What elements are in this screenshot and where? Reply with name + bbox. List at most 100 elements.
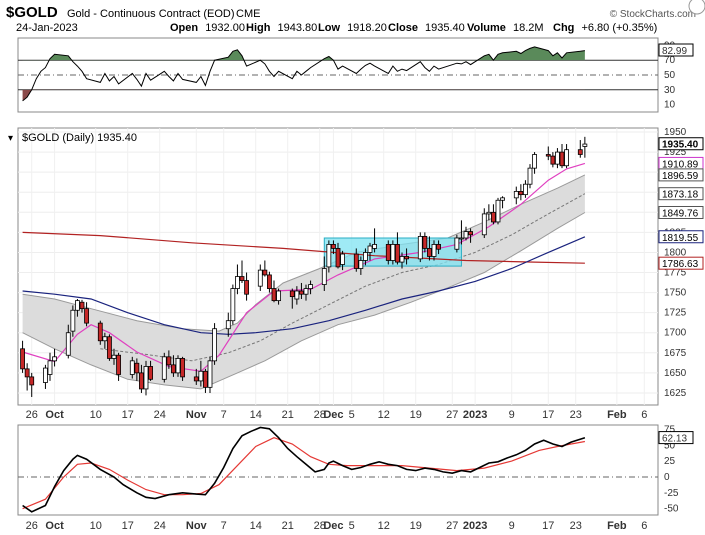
candle bbox=[481, 208, 487, 238]
candle-body-down bbox=[289, 290, 295, 298]
candle bbox=[52, 348, 57, 367]
volume-value: 18.2M bbox=[513, 22, 544, 34]
x-tick-label: 6 bbox=[641, 409, 647, 421]
candle bbox=[43, 364, 48, 389]
x-tick-label: 2023 bbox=[463, 409, 487, 421]
candle-body-down bbox=[335, 248, 341, 268]
macd-last-value: 62.13 bbox=[662, 434, 687, 445]
candle bbox=[491, 204, 496, 225]
candle-body-up bbox=[207, 360, 213, 388]
candle-body-down bbox=[107, 336, 112, 359]
candle bbox=[257, 264, 263, 291]
instrument-name: Gold - Continuous Contract (EOD) bbox=[67, 8, 235, 20]
candle-body-down bbox=[468, 231, 473, 236]
x-tick-label: 12 bbox=[378, 409, 390, 421]
candle bbox=[404, 248, 409, 265]
candle-body-up bbox=[532, 154, 537, 169]
x-tick-label: 26 bbox=[26, 520, 38, 532]
candle bbox=[500, 196, 505, 209]
candle bbox=[331, 240, 336, 255]
rsi-tick-label: 30 bbox=[664, 85, 676, 96]
candle bbox=[29, 372, 35, 397]
x-tick-label: 27 bbox=[446, 409, 458, 421]
candle-body-up bbox=[102, 336, 108, 342]
candle bbox=[459, 220, 464, 245]
candle bbox=[463, 226, 469, 241]
candle-body-up bbox=[367, 245, 373, 253]
x-tick-label: 23 bbox=[570, 520, 582, 532]
candle-body-up bbox=[230, 288, 236, 322]
candle bbox=[340, 250, 345, 271]
candle-body-up bbox=[513, 191, 519, 199]
candle bbox=[148, 360, 153, 381]
candle-body-up bbox=[390, 244, 396, 261]
candle-body-down bbox=[404, 256, 409, 260]
candle bbox=[353, 248, 359, 272]
low-value: 1918.20 bbox=[347, 22, 387, 34]
close-stat: Close 1935.40 bbox=[388, 22, 465, 34]
candle bbox=[107, 334, 112, 361]
x-tick-label: Oct bbox=[45, 520, 64, 532]
close-value: 1935.40 bbox=[425, 22, 465, 34]
candle-body-up bbox=[276, 290, 281, 302]
candle-body-up bbox=[399, 256, 405, 263]
candle bbox=[193, 368, 199, 385]
price-tick-label: 1775 bbox=[664, 268, 687, 279]
x-tick-label: 6 bbox=[641, 520, 647, 532]
x-tick-label: Dec bbox=[323, 409, 343, 421]
candle-body-down bbox=[180, 358, 185, 378]
candle-body-up bbox=[70, 309, 76, 332]
candle-body-up bbox=[454, 237, 460, 250]
candle-body-down bbox=[97, 322, 103, 342]
candle-body-up bbox=[486, 211, 492, 215]
candle-body-down bbox=[239, 276, 245, 281]
candle bbox=[171, 355, 176, 377]
x-tick-label: 21 bbox=[282, 520, 294, 532]
candle-body-down bbox=[116, 354, 121, 375]
candle-body-up bbox=[358, 260, 364, 269]
rsi-panel: 103050709082.99 bbox=[17, 37, 694, 113]
volume-stat: Volume 18.2M bbox=[467, 22, 544, 34]
candle-body-down bbox=[271, 288, 277, 302]
candle bbox=[102, 332, 108, 349]
candle-body-down bbox=[134, 362, 140, 374]
candle-body-down bbox=[299, 290, 304, 295]
open-label: Open bbox=[170, 22, 198, 34]
chart-settings-button[interactable] bbox=[688, 0, 705, 15]
candle bbox=[518, 184, 524, 201]
candle bbox=[564, 144, 569, 169]
candle bbox=[532, 152, 537, 174]
candle bbox=[262, 260, 268, 277]
candle bbox=[577, 140, 583, 158]
candle-body-up bbox=[198, 370, 204, 382]
x-tick-label: Feb bbox=[607, 520, 627, 532]
candle-body-up bbox=[495, 199, 501, 223]
chg-label: Chg bbox=[553, 22, 574, 34]
candle bbox=[134, 358, 140, 381]
candle-body-up bbox=[340, 253, 345, 265]
candle bbox=[198, 360, 204, 387]
candle bbox=[486, 204, 492, 221]
candle-body-down bbox=[577, 149, 583, 155]
x-tick-label: 5 bbox=[349, 520, 355, 532]
candle-body-up bbox=[303, 288, 309, 295]
candle-body-down bbox=[559, 151, 565, 167]
candle-body-down bbox=[491, 211, 496, 223]
macd-line bbox=[22, 426, 586, 513]
candle-body-up bbox=[527, 167, 533, 185]
candle bbox=[276, 288, 281, 305]
candle-body-down bbox=[436, 244, 441, 250]
macd-tick-label: 75 bbox=[664, 424, 676, 435]
macd-signal-line bbox=[22, 437, 586, 510]
candle bbox=[390, 240, 396, 265]
candle-body-down bbox=[244, 280, 249, 295]
rsi-overbought-fill bbox=[22, 46, 585, 61]
candle-body-up bbox=[175, 358, 181, 374]
candle-body-up bbox=[363, 252, 368, 261]
candle-body-up bbox=[523, 183, 528, 196]
x-tick-label: 10 bbox=[90, 520, 102, 532]
x-tick-label: 12 bbox=[378, 520, 390, 532]
macd-tick-label: -50 bbox=[664, 504, 679, 515]
